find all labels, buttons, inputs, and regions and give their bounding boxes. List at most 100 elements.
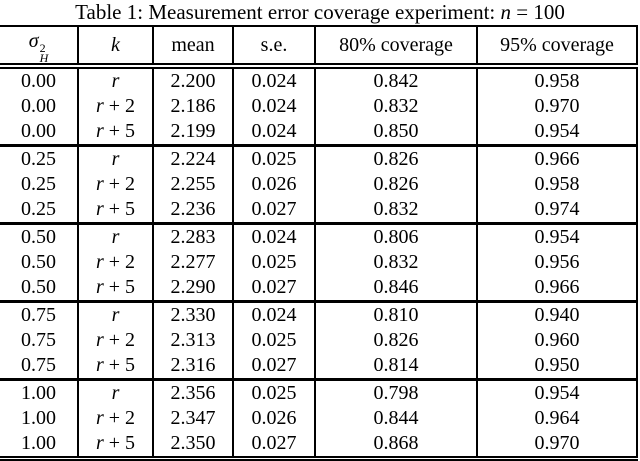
k-variable: r [95, 173, 104, 195]
cell-cov95: 0.970 [476, 431, 637, 459]
cell-sigma2: 1.00 [21, 432, 56, 454]
cell-mean: 2.200 [152, 66, 233, 94]
table-row: 0.75 r + 2 2.313 0.025 0.826 0.960 [0, 328, 637, 353]
cell-se: 0.026 [232, 406, 315, 431]
cell-k: r [77, 144, 153, 172]
cell-cov95: 0.956 [476, 250, 637, 275]
cell-cov95: 0.954 [476, 222, 637, 250]
k-variable: r [111, 226, 120, 248]
header-95-coverage: 95% coverage [476, 25, 637, 69]
cell-mean: 2.199 [152, 119, 233, 146]
k-variable: r [95, 407, 104, 429]
cell-cov80: 0.844 [314, 406, 477, 431]
cell-k: r + 2 [77, 172, 153, 197]
header-se: s.e. [232, 25, 315, 69]
cell-cov80: 0.850 [314, 119, 477, 146]
cell-cov95: 0.970 [476, 94, 637, 119]
cell-se: 0.025 [232, 378, 315, 406]
cell-sigma2: 0.50 [0, 222, 78, 250]
k-variable: r [111, 304, 120, 326]
cell-cov95: 0.958 [476, 66, 637, 94]
cell-sigma2: 0.25 [0, 144, 78, 172]
cell-se: 0.025 [232, 328, 315, 353]
k-rest: + 5 [103, 120, 136, 142]
cell-k: r + 2 [77, 250, 153, 275]
cell-k: r + 5 [77, 197, 153, 224]
cell-k: r [77, 300, 153, 328]
cell-k: r [77, 222, 153, 250]
cell-cov95: 0.964 [476, 406, 637, 431]
table-row: 0.50 r + 2 2.277 0.025 0.832 0.956 [0, 250, 637, 275]
k-variable: r [111, 148, 120, 170]
cell-k: r [77, 378, 153, 406]
k-variable: r [95, 120, 104, 142]
cell-cov80: 0.842 [314, 66, 477, 94]
cell-sigma2: 0.50 [21, 276, 56, 298]
table-row: 0.00 r + 2 2.186 0.024 0.832 0.970 [0, 94, 637, 119]
caption-var-n: n [500, 0, 512, 24]
table-row: 1.00 r + 2 2.347 0.026 0.844 0.964 [0, 406, 637, 431]
cell-k: r + 5 [77, 119, 153, 146]
table-row: 1.00 r + 5 2.350 0.027 0.868 0.970 [0, 431, 637, 459]
cell-se: 0.025 [232, 144, 315, 172]
cell-cov80: 0.810 [314, 300, 477, 328]
cell-k: r + 5 [77, 275, 153, 302]
k-variable: r [111, 382, 120, 404]
cell-mean: 2.316 [152, 353, 233, 380]
cell-sigma2: 0.50 [21, 251, 56, 273]
sigma-subscript: H [39, 51, 49, 65]
cell-cov95: 0.966 [476, 144, 637, 172]
cell-k: r [77, 66, 153, 94]
table-row: 0.25 r + 2 2.255 0.026 0.826 0.958 [0, 172, 637, 197]
k-variable: r [95, 432, 104, 454]
header-80-coverage: 80% coverage [314, 25, 477, 69]
cell-sigma2: 0.25 [21, 198, 56, 220]
header-mean: mean [152, 25, 233, 69]
k-variable: r [111, 70, 120, 92]
cell-sigma2: 1.00 [0, 378, 78, 406]
table-row: 0.75 r 2.330 0.024 0.810 0.940 [0, 300, 637, 328]
k-variable: r [95, 198, 104, 220]
cell-k: r + 5 [77, 353, 153, 380]
cell-mean: 2.350 [152, 431, 233, 459]
k-variable: r [95, 329, 104, 351]
cell-se: 0.026 [232, 172, 315, 197]
table-caption: Table 1: Measurement error coverage expe… [0, 0, 640, 25]
cell-cov80: 0.832 [314, 250, 477, 275]
cell-k: r + 2 [77, 406, 153, 431]
k-rest: + 2 [103, 173, 136, 195]
cell-mean: 2.356 [152, 378, 233, 406]
cell-cov80: 0.846 [314, 275, 477, 302]
table-row: 0.50 r 2.283 0.024 0.806 0.954 [0, 222, 637, 250]
cell-cov95: 0.974 [476, 197, 637, 224]
cell-cov95: 0.954 [476, 378, 637, 406]
sigma-symbol: σ [28, 30, 39, 52]
cell-mean: 2.330 [152, 300, 233, 328]
cell-se: 0.024 [232, 94, 315, 119]
cell-mean: 2.313 [152, 328, 233, 353]
cell-cov80: 0.798 [314, 378, 477, 406]
cell-cov95: 0.940 [476, 300, 637, 328]
cell-cov95: 0.958 [476, 172, 637, 197]
k-rest: + 2 [103, 95, 136, 117]
cell-mean: 2.277 [152, 250, 233, 275]
cell-cov80: 0.814 [314, 353, 477, 380]
cell-cov80: 0.832 [314, 197, 477, 224]
cell-mean: 2.224 [152, 144, 233, 172]
k-rest: + 5 [103, 432, 136, 454]
cell-mean: 2.186 [152, 94, 233, 119]
cell-se: 0.027 [232, 431, 315, 459]
cell-mean: 2.255 [152, 172, 233, 197]
k-variable: r [95, 276, 104, 298]
cell-mean: 2.283 [152, 222, 233, 250]
table-body: 0.00 r 2.200 0.024 0.842 0.958 0.00 r + … [0, 66, 637, 459]
table-row: 0.00 r + 5 2.199 0.024 0.850 0.954 [0, 119, 637, 146]
table-row: 0.50 r + 5 2.290 0.027 0.846 0.966 [0, 275, 637, 302]
cell-sigma2: 0.75 [21, 329, 56, 351]
cell-cov80: 0.826 [314, 172, 477, 197]
cell-cov95: 0.960 [476, 328, 637, 353]
